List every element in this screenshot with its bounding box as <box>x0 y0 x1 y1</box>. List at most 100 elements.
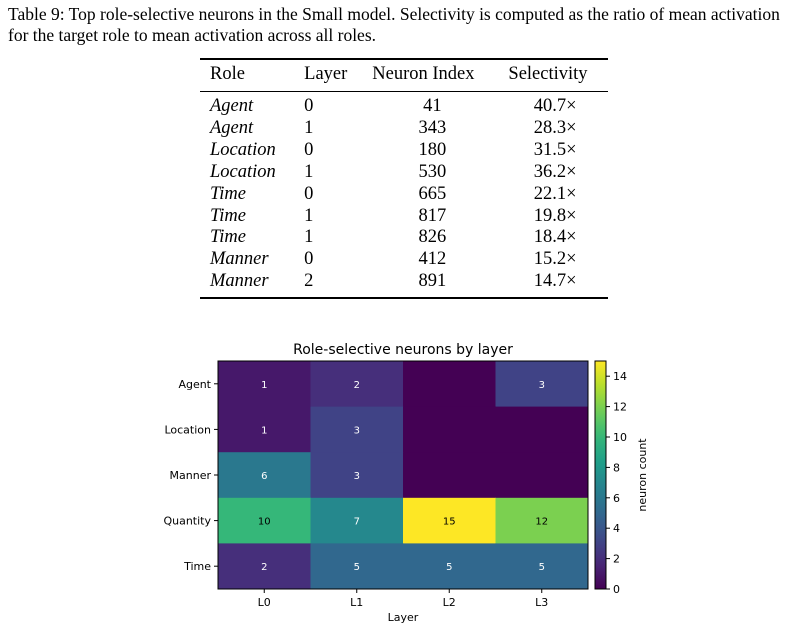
selectivity-cell: 36.2× <box>533 161 577 182</box>
x-tick-label: L1 <box>350 596 363 609</box>
y-tick-label: Agent <box>178 378 211 391</box>
role-selectivity-table: Role Layer Neuron Index Selectivity Agen… <box>200 58 608 300</box>
heatmap-cell-label: 2 <box>354 380 360 391</box>
table-row: Location 1 530 36.2× <box>200 162 608 184</box>
heatmap-cell-label: 5 <box>539 562 545 573</box>
heatmap-cell <box>310 543 404 590</box>
heatmap-cell <box>310 452 404 499</box>
neuron-index-cell: 826 <box>418 227 447 248</box>
neuron-index-cell: 530 <box>418 161 447 182</box>
layer-cell: 0 <box>304 249 314 270</box>
table-header-row: Role Layer Neuron Index Selectivity <box>200 58 608 92</box>
layer-cell: 2 <box>294 271 363 300</box>
heatmap-cell-label: 5 <box>446 562 452 573</box>
neuron-index-cell: 817 <box>418 205 447 226</box>
neuron-index-cell: 891 <box>362 271 499 300</box>
heatmap-cell <box>495 543 589 590</box>
heatmap-cell-label: 2 <box>261 562 267 573</box>
header-selectivity: Selectivity <box>498 58 608 92</box>
table-row: Time 1 817 19.8× <box>200 206 608 228</box>
layer-cell: 0 <box>304 96 314 116</box>
table-row: Time 1 826 18.4× <box>200 227 608 249</box>
colorbar-tick-label: 8 <box>613 461 620 474</box>
heatmap-cell <box>403 452 496 499</box>
selectivity-cell: 18.4× <box>533 227 577 248</box>
heatmap-cell <box>218 406 311 453</box>
x-axis-label: Layer <box>388 611 419 624</box>
role-cell: Time <box>210 205 246 226</box>
heatmap-cell-label: 1 <box>261 425 267 436</box>
header-role: Role <box>200 58 295 92</box>
heatmap-cell-label: 5 <box>354 562 360 573</box>
heatmap-cell-label: 15 <box>443 517 456 528</box>
table-row: Location 0 180 31.5× <box>200 140 608 162</box>
table-caption: Table 9: Top role-selective neurons in t… <box>8 4 780 45</box>
y-tick-label: Manner <box>170 469 212 482</box>
neuron-index-cell: 343 <box>418 117 447 138</box>
x-tick-label: L0 <box>258 596 271 609</box>
heatmap-cell <box>495 361 589 408</box>
colorbar-tick-label: 6 <box>613 492 620 505</box>
colorbar-tick-label: 0 <box>613 583 620 596</box>
heatmap-cell-labels: 1 2 31 36 310 7 15 122 5 5 5 <box>258 380 548 573</box>
layer-cell: 0 <box>304 183 314 204</box>
y-tick-label: Quantity <box>163 515 211 528</box>
role-cell: Location <box>210 161 276 182</box>
table-row: Manner 0 412 15.2× <box>200 249 608 271</box>
selectivity-cell: 40.7× <box>533 96 577 116</box>
y-tick-label: Time <box>183 560 211 573</box>
selectivity-cell: 31.5× <box>533 139 577 160</box>
x-tick-label: L2 <box>443 596 456 609</box>
colorbar-tick-label: 4 <box>613 522 620 535</box>
selectivity-cell: 14.7× <box>498 271 608 300</box>
heatmap-cell <box>403 361 496 408</box>
heatmap-cell <box>218 452 311 499</box>
colorbar-tick-label: 10 <box>613 431 627 444</box>
selectivity-cell: 15.2× <box>533 249 577 270</box>
role-heatmap-figure: Role-selective neurons by layer 1 2 3 1 3 6 3 1… <box>163 342 649 624</box>
selectivity-cell: 28.3× <box>533 117 577 138</box>
colorbar-tick-label: 14 <box>613 370 627 383</box>
layer-cell: 1 <box>304 205 314 226</box>
layer-cell: 1 <box>304 227 314 248</box>
layer-cell: 0 <box>304 139 314 160</box>
heatmap-cell <box>403 497 496 544</box>
heatmap-cell-label: 3 <box>354 425 360 436</box>
heatmap-cell-label: 7 <box>354 517 360 528</box>
heatmap-cells <box>218 361 589 590</box>
layer-cell: 1 <box>304 117 314 138</box>
role-cell: Manner <box>210 249 269 270</box>
x-axis-ticks: L0 L1 L2 L3 <box>258 589 548 609</box>
colorbar-gradient <box>594 360 607 590</box>
heatmap-cell-label: 10 <box>258 517 271 528</box>
colorbar-label: neuron count <box>636 438 649 512</box>
colorbar-tick-label: 12 <box>613 401 627 414</box>
heatmap-cell <box>495 497 589 544</box>
table-row: Manner 2 891 14.7× <box>200 271 608 300</box>
table-row: Agent 0 41 40.7× <box>200 92 608 118</box>
heatmap-cell <box>495 406 589 453</box>
heatmap-cell-label: 6 <box>261 471 267 482</box>
heatmap-cell <box>218 543 311 590</box>
heatmap-cell-label: 3 <box>354 471 360 482</box>
layer-cell: 1 <box>304 161 314 182</box>
neuron-index-cell: 41 <box>423 96 442 116</box>
y-axis-ticks: Agent Location Manner Quantity Time <box>163 378 218 573</box>
colorbar: 0 2 4 6 8 10 12 14 neuron count <box>594 360 649 596</box>
heatmap-cell <box>218 361 311 408</box>
heatmap-cell-label: 3 <box>539 380 545 391</box>
header-layer: Layer <box>294 58 363 92</box>
colorbar-tick-label: 2 <box>613 553 620 566</box>
neuron-index-cell: 180 <box>418 139 447 160</box>
table-row: Agent 1 343 28.3× <box>200 118 608 140</box>
heatmap-cell <box>218 497 311 544</box>
role-cell: Time <box>210 227 246 248</box>
heatmap-cell <box>403 543 496 590</box>
role-cell: Agent <box>210 117 254 138</box>
neuron-index-cell: 412 <box>418 249 447 270</box>
role-cell: Agent <box>210 96 254 116</box>
y-tick-label: Location <box>164 423 211 436</box>
heatmap-cell-label: 12 <box>535 517 548 528</box>
heatmap-cell <box>495 452 589 499</box>
heatmap-title: Role-selective neurons by layer <box>293 342 513 358</box>
